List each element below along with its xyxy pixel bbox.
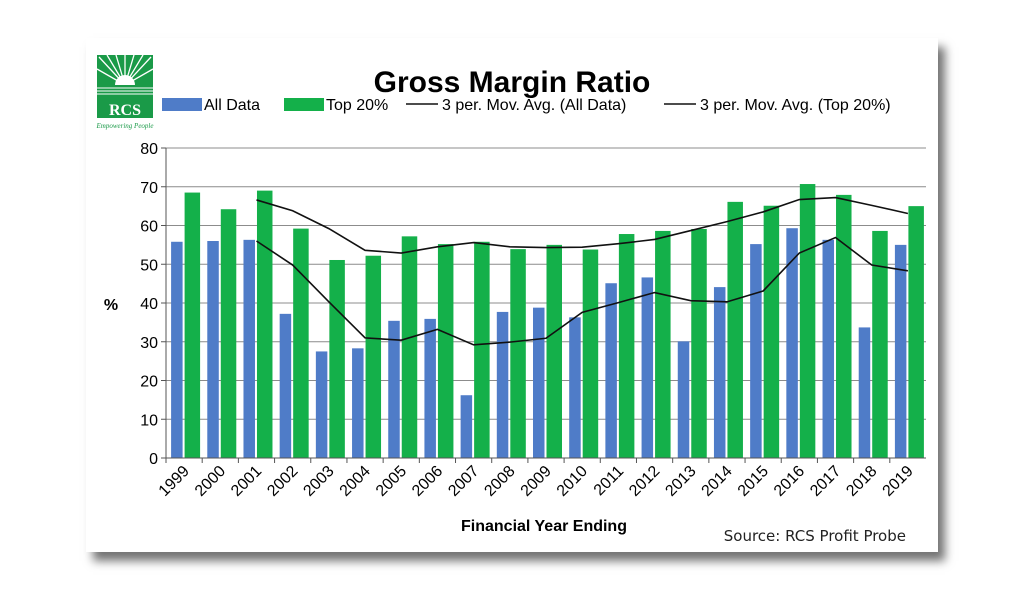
- bar-top-20-2007: [474, 241, 490, 458]
- gross-margin-chart: Gross Margin Ratio All Data Top 20% 3 per.…: [104, 66, 926, 545]
- bar-all-data-2007: [460, 395, 473, 458]
- rcs-logo: RCS Empowering People: [96, 55, 154, 130]
- bar-all-data-2014: [713, 287, 726, 458]
- legend-swatch-0: [162, 98, 202, 111]
- y-tick-label: 30: [140, 335, 158, 352]
- y-tick-label: 70: [140, 180, 158, 197]
- bar-top-20-2019: [908, 206, 924, 458]
- x-tick-label-2017: 2017: [807, 463, 844, 500]
- bar-all-data-2017: [822, 239, 835, 458]
- bar-all-data-2011: [605, 283, 617, 458]
- bar-all-data-2002: [279, 313, 292, 458]
- bar-all-data-1999: [171, 241, 183, 458]
- x-tick-label-2007: 2007: [445, 463, 482, 500]
- x-tick-label-2000: 2000: [192, 463, 229, 500]
- bar-all-data-2015: [750, 244, 762, 458]
- bar-top-20-2005: [401, 236, 418, 458]
- bar-top-20-2008: [510, 249, 526, 458]
- x-tick-label-2005: 2005: [373, 463, 410, 500]
- sun-icon: [96, 55, 154, 99]
- bar-top-20-2010: [582, 249, 599, 458]
- bar-top-20-2018: [872, 230, 888, 458]
- bar-all-data-2003: [315, 351, 328, 458]
- legend-swatch-1: [284, 98, 324, 111]
- bar-top-20-2003: [329, 259, 345, 458]
- bar-top-20-2000: [220, 209, 237, 458]
- x-tick-label-2009: 2009: [518, 463, 555, 500]
- bar-top-20-2014: [727, 201, 743, 459]
- bar-top-20-2001: [256, 190, 273, 458]
- moving-average-lines: [256, 196, 909, 346]
- bar-top-20-2006: [437, 244, 454, 458]
- logo-text: RCS: [109, 102, 141, 119]
- bar-top-20-2002: [293, 228, 309, 458]
- bar-all-data-2004: [352, 348, 364, 458]
- bar-all-data-2012: [641, 277, 654, 458]
- axes: [165, 148, 926, 459]
- legend-label-0: All Data: [204, 97, 260, 114]
- bar-all-data-2009: [533, 307, 545, 458]
- bar-top-20-2016: [799, 184, 816, 458]
- bar-all-data-2018: [858, 327, 871, 458]
- bar-all-data-2008: [496, 311, 509, 458]
- bar-top-20-2017: [836, 194, 852, 458]
- bar-all-data-2016: [786, 228, 798, 458]
- y-tick-label: 40: [140, 296, 158, 313]
- x-tick-label-2013: 2013: [662, 463, 699, 500]
- x-tick-label-2016: 2016: [771, 463, 808, 500]
- legend-label-2: 3 per. Mov. Avg. (All Data): [442, 97, 626, 114]
- bar-top-20-2011: [618, 234, 635, 458]
- x-tick-label-2019: 2019: [880, 463, 917, 500]
- bar-all-data-2013: [677, 341, 690, 458]
- line-mov-avg-top-20: [256, 196, 909, 254]
- bar-top-20-2013: [691, 228, 707, 458]
- line-mov-avg-all-data: [256, 236, 909, 346]
- legend: All Data Top 20% 3 per. Mov. Avg. (All Dat…: [162, 97, 891, 114]
- x-tick-label-2018: 2018: [843, 463, 880, 500]
- bar-all-data-2006: [424, 318, 436, 458]
- bar-all-data-2010: [569, 317, 581, 458]
- x-tick-label-2008: 2008: [481, 463, 518, 500]
- bar-top-20-2015: [763, 205, 780, 458]
- x-axis-ticks: 1999 2000 2001 2002 2003 2004 2005 2006 2007 2008…: [156, 458, 917, 500]
- source-note: Source: RCS Profit Probe: [724, 527, 906, 545]
- bar-top-20-2012: [655, 230, 671, 458]
- y-tick-label: 80: [140, 141, 158, 158]
- x-tick-label-2012: 2012: [626, 463, 663, 500]
- x-tick-label-2002: 2002: [264, 463, 301, 500]
- x-tick-label-2004: 2004: [337, 463, 374, 500]
- y-axis-label: %: [104, 297, 118, 314]
- x-tick-label-2001: 2001: [228, 463, 265, 500]
- y-tick-label: 0: [149, 451, 158, 468]
- bar-all-data-2019: [894, 244, 907, 458]
- bar-top-20-2009: [546, 244, 562, 458]
- legend-label-1: Top 20%: [326, 97, 388, 114]
- bar-all-data-2000: [207, 241, 219, 458]
- bar-top-20-2004: [365, 255, 382, 458]
- x-tick-label-1999: 1999: [156, 463, 193, 500]
- x-axis-label: Financial Year Ending: [461, 518, 627, 535]
- bar-all-data-2001: [243, 239, 255, 458]
- logo-tagline: Empowering People: [96, 122, 154, 130]
- y-axis-ticks: 0 10 20 30 40 50 60 70 80: [140, 141, 166, 468]
- x-tick-label-2011: 2011: [591, 463, 627, 499]
- y-tick-label: 10: [140, 412, 158, 429]
- bars: [171, 184, 924, 459]
- legend-label-3: 3 per. Mov. Avg. (Top 20%): [700, 97, 891, 114]
- y-tick-label: 60: [140, 219, 158, 236]
- bar-all-data-2005: [388, 320, 400, 458]
- chart-card: Gross Margin Ratio All Data Top 20% 3 per.…: [86, 38, 938, 552]
- x-tick-label-2015: 2015: [735, 463, 772, 500]
- x-tick-label-2003: 2003: [300, 463, 337, 500]
- x-tick-label-2010: 2010: [554, 463, 591, 500]
- y-tick-label: 50: [140, 257, 158, 274]
- chart-title: Gross Margin Ratio: [374, 66, 651, 99]
- x-tick-label-2006: 2006: [409, 463, 446, 500]
- bar-top-20-1999: [184, 192, 201, 458]
- y-tick-label: 20: [140, 374, 158, 391]
- x-tick-label-2014: 2014: [699, 463, 736, 500]
